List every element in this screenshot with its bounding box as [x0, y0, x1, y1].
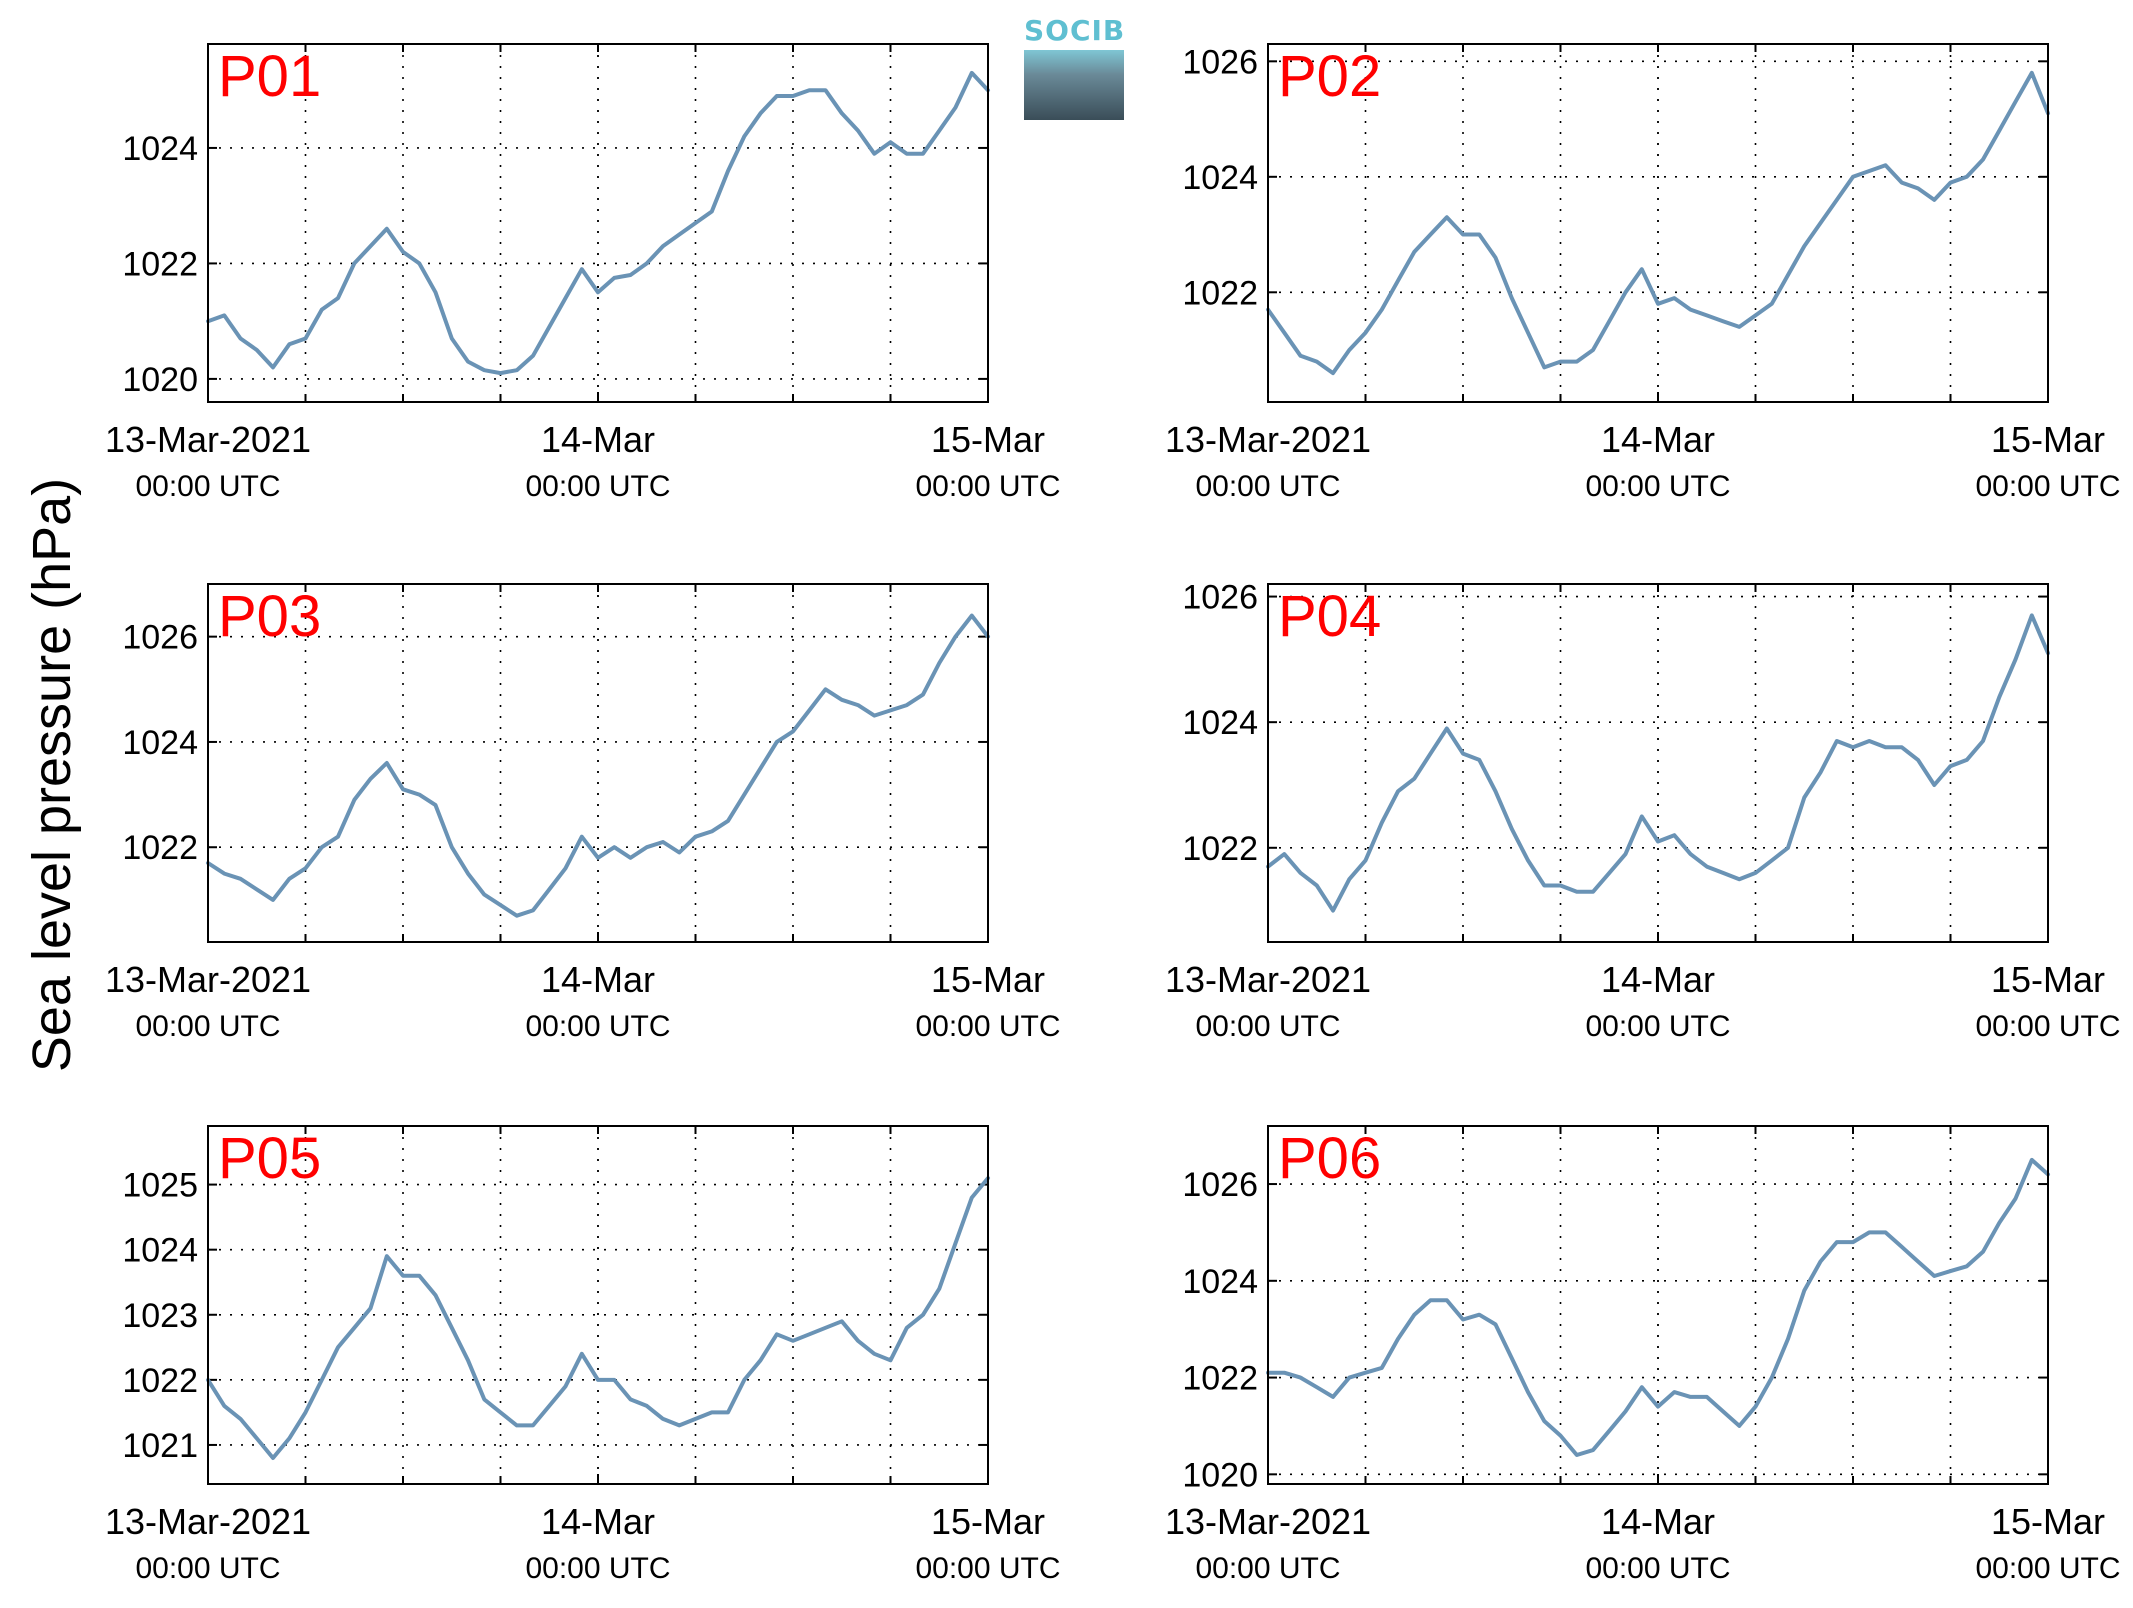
- y-tick-label: 1022: [1182, 1360, 1258, 1398]
- y-tick-label: 1024: [122, 1232, 198, 1270]
- y-tick-label: 1022: [1182, 830, 1258, 868]
- axes-box: [1267, 43, 2049, 403]
- x-tick-sublabel: 00:00 UTC: [1195, 470, 1340, 503]
- axes-box: [207, 43, 989, 403]
- x-tick-sublabel: 00:00 UTC: [1195, 1010, 1340, 1043]
- x-tick-label: 15-Mar: [1991, 959, 2105, 1000]
- panel-label: P05: [218, 1126, 321, 1191]
- y-tick-label: 1020: [1182, 1456, 1258, 1494]
- y-tick-label: 1023: [122, 1297, 198, 1335]
- panel-label: P02: [1278, 44, 1381, 109]
- x-tick-label: 13-Mar-2021: [1165, 1501, 1371, 1542]
- panel-p06: 1020 1022 1024 1026 13-Mar-2021 00:00 UTC 14-M…: [1165, 1125, 2121, 1585]
- panels-group: 1020 1022 1024 13-Mar-2021 00:00 UTC 14-Mar 00…: [105, 43, 2121, 1585]
- x-tick-sublabel: 00:00 UTC: [1585, 470, 1730, 503]
- x-tick-sublabel: 00:00 UTC: [1975, 470, 2120, 503]
- x-tick-sublabel: 00:00 UTC: [525, 470, 670, 503]
- panel-p05: 1021 1022 1023 1024 1025 13-Mar-2021 00:00 UTC…: [105, 1125, 1061, 1585]
- y-tick-label: 1022: [1182, 274, 1258, 312]
- x-tick-sublabel: 00:00 UTC: [135, 1552, 280, 1585]
- y-tick-label: 1026: [122, 619, 198, 657]
- x-tick-label: 15-Mar: [1991, 419, 2105, 460]
- x-tick-sublabel: 00:00 UTC: [1585, 1552, 1730, 1585]
- x-tick-label: 14-Mar: [1601, 1501, 1715, 1542]
- x-tick-sublabel: 00:00 UTC: [1585, 1010, 1730, 1043]
- logo-box: [1024, 50, 1124, 120]
- x-tick-label: 13-Mar-2021: [105, 1501, 311, 1542]
- x-tick-label: 15-Mar: [1991, 1501, 2105, 1542]
- x-tick-label: 14-Mar: [541, 419, 655, 460]
- x-tick-label: 13-Mar-2021: [105, 419, 311, 460]
- y-tick-label: 1024: [122, 130, 198, 168]
- panel-p04: 1022 1024 1026 13-Mar-2021 00:00 UTC 14-Mar 00…: [1165, 579, 2121, 1043]
- x-tick-sublabel: 00:00 UTC: [1975, 1010, 2120, 1043]
- y-tick-label: 1026: [1182, 579, 1258, 617]
- x-tick-sublabel: 00:00 UTC: [525, 1010, 670, 1043]
- x-tick-label: 15-Mar: [931, 959, 1045, 1000]
- x-tick-label: 13-Mar-2021: [1165, 419, 1371, 460]
- series-line: [1266, 70, 2050, 376]
- x-tick-sublabel: 00:00 UTC: [135, 1010, 280, 1043]
- y-tick-label: 1024: [1182, 704, 1258, 742]
- panel-p03: 1022 1024 1026 13-Mar-2021 00:00 UTC 14-Mar 00…: [105, 583, 1061, 1043]
- y-tick-label: 1022: [122, 1362, 198, 1400]
- y-tick-label: 1026: [1182, 1166, 1258, 1204]
- x-tick-sublabel: 00:00 UTC: [525, 1552, 670, 1585]
- x-tick-label: 14-Mar: [541, 959, 655, 1000]
- logo-text: SOCIB: [1024, 14, 1126, 47]
- y-tick-label: 1025: [122, 1167, 198, 1205]
- x-tick-sublabel: 00:00 UTC: [915, 1552, 1060, 1585]
- x-tick-label: 14-Mar: [1601, 419, 1715, 460]
- panel-label: P04: [1278, 584, 1381, 649]
- panel-label: P03: [218, 584, 321, 649]
- panel-p01: 1020 1022 1024 13-Mar-2021 00:00 UTC 14-Mar 00…: [105, 43, 1061, 503]
- x-tick-label: 15-Mar: [931, 419, 1045, 460]
- series-line: [206, 1176, 990, 1460]
- y-tick-label: 1024: [1182, 1263, 1258, 1301]
- axes-box: [207, 1125, 989, 1485]
- x-tick-sublabel: 00:00 UTC: [915, 470, 1060, 503]
- x-tick-label: 15-Mar: [931, 1501, 1045, 1542]
- panel-label: P01: [218, 44, 321, 109]
- x-tick-sublabel: 00:00 UTC: [915, 1010, 1060, 1043]
- y-tick-label: 1026: [1182, 43, 1258, 81]
- x-tick-label: 14-Mar: [1601, 959, 1715, 1000]
- panel-p02: 1022 1024 1026 13-Mar-2021 00:00 UTC 14-Mar 00…: [1165, 43, 2121, 503]
- y-tick-label: 1020: [122, 361, 198, 399]
- y-tick-label: 1024: [1182, 159, 1258, 197]
- y-tick-label: 1022: [122, 245, 198, 283]
- x-tick-sublabel: 00:00 UTC: [135, 470, 280, 503]
- axes-box: [207, 583, 989, 943]
- panel-label: P06: [1278, 1126, 1381, 1191]
- x-tick-sublabel: 00:00 UTC: [1195, 1552, 1340, 1585]
- x-tick-label: 13-Mar-2021: [1165, 959, 1371, 1000]
- axes-box: [1267, 583, 2049, 943]
- y-tick-label: 1024: [122, 724, 198, 762]
- series-line: [206, 70, 990, 376]
- series-line: [1266, 613, 2050, 913]
- socib-logo: SOCIB: [1024, 14, 1124, 120]
- x-tick-label: 14-Mar: [541, 1501, 655, 1542]
- x-tick-label: 13-Mar-2021: [105, 959, 311, 1000]
- axes-box: [1267, 1125, 2049, 1485]
- y-tick-label: 1021: [122, 1427, 198, 1465]
- series-line: [1266, 1157, 2050, 1457]
- x-tick-sublabel: 00:00 UTC: [1975, 1552, 2120, 1585]
- series-line: [206, 613, 990, 918]
- y-tick-label: 1022: [122, 829, 198, 867]
- y-axis-label: Sea level pressure (hPa): [22, 478, 82, 1072]
